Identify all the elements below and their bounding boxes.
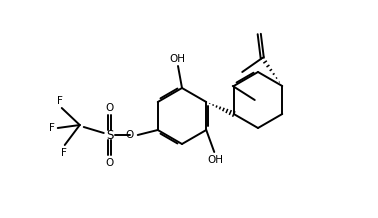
Text: F: F — [61, 148, 67, 157]
Text: F: F — [57, 95, 63, 106]
Text: F: F — [49, 123, 55, 133]
Text: O: O — [105, 157, 114, 167]
Text: O: O — [105, 102, 114, 112]
Text: O: O — [125, 130, 134, 140]
Text: OH: OH — [169, 53, 185, 63]
Text: OH: OH — [207, 155, 223, 165]
Text: S: S — [106, 128, 113, 141]
